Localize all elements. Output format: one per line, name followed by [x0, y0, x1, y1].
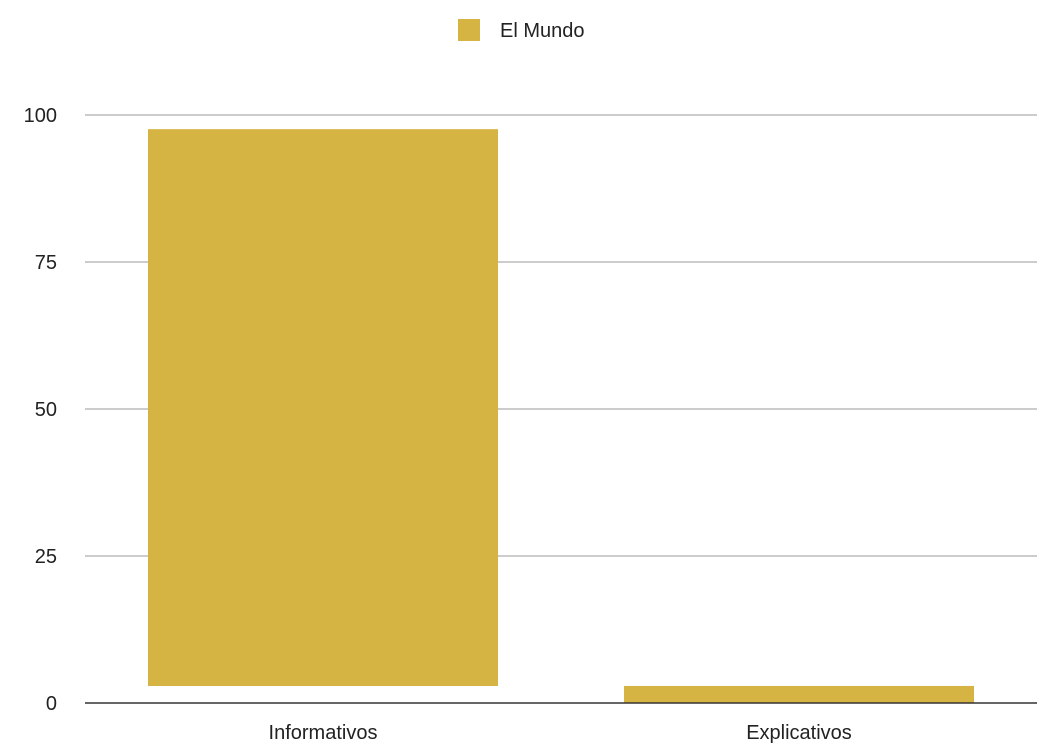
bar-explicativos: [624, 686, 974, 703]
y-tick-label: 75: [35, 252, 57, 274]
bars: [148, 129, 974, 703]
y-axis-tick-labels: 0 25 50 75 100: [24, 105, 57, 715]
legend-label: El Mundo: [500, 20, 585, 42]
legend-swatch: [458, 19, 480, 41]
y-tick-label: 25: [35, 546, 57, 568]
y-tick-label: 0: [46, 693, 57, 715]
x-axis-tick-labels: Informativos Explicativos: [269, 722, 852, 744]
bar-informativos: [148, 129, 498, 686]
y-tick-label: 100: [24, 105, 57, 127]
legend: El Mundo: [458, 19, 585, 42]
y-tick-label: 50: [35, 399, 57, 421]
x-tick-label: Informativos: [269, 722, 378, 744]
x-tick-label: Explicativos: [746, 722, 852, 744]
